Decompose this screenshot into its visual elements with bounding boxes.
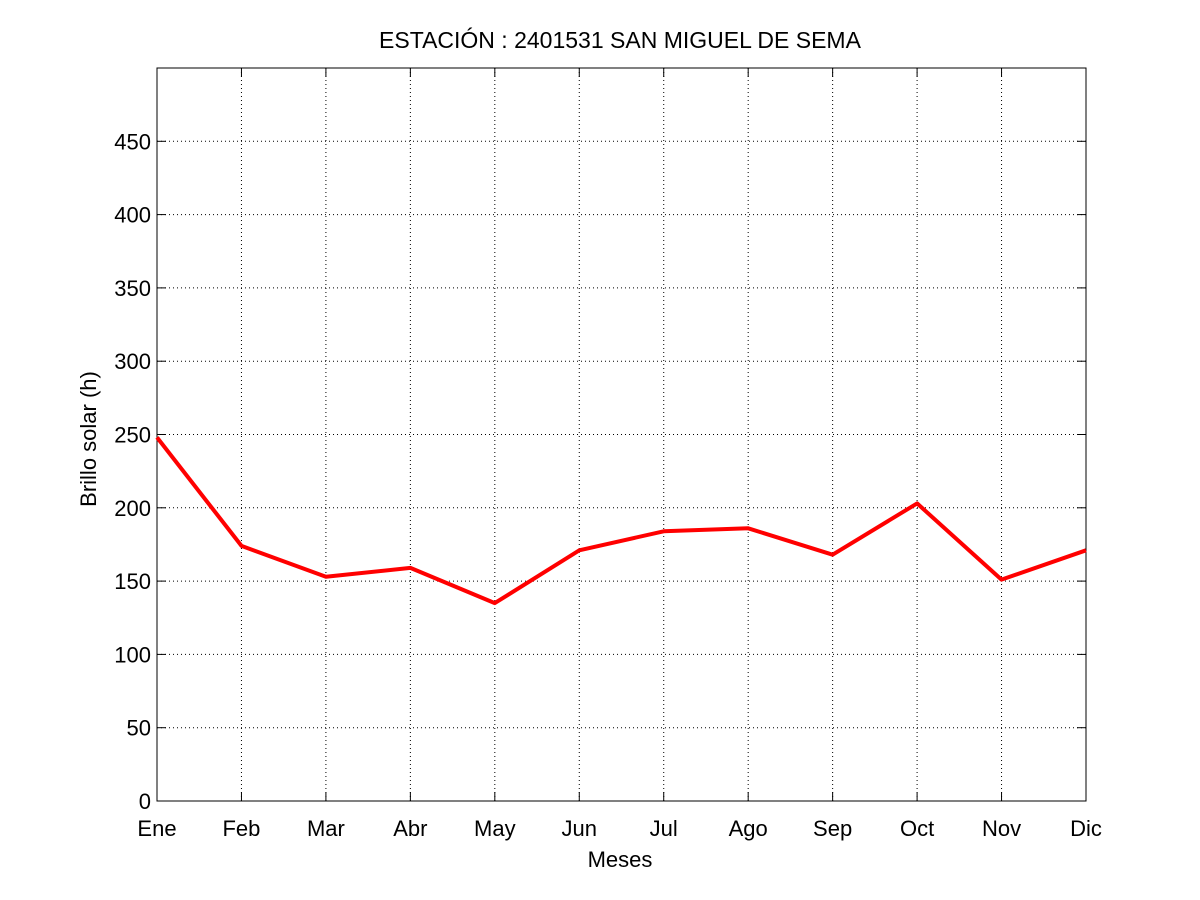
y-tick-labels: 0 50 100 150 200 250 300 350 400 450 (114, 129, 151, 814)
x-tick-labels: Ene Feb Mar Abr May Jun Jul Ago Sep Oct Nov Dic (137, 816, 1101, 841)
y-tick-label: 400 (114, 203, 151, 228)
axis-ticks (156, 68, 1087, 802)
x-tick-label: Jun (562, 816, 597, 841)
x-tick-label: Jul (650, 816, 678, 841)
x-tick-label: Ago (729, 816, 768, 841)
y-tick-label: 150 (114, 569, 151, 594)
y-tick-label: 250 (114, 423, 151, 448)
series-line (155, 436, 1087, 606)
y-axis-title: Brillo solar (h) (76, 371, 101, 507)
chart-title: ESTACIÓN : 2401531 SAN MIGUEL DE SEMA (379, 27, 862, 53)
y-tick-label: 200 (114, 496, 151, 521)
x-tick-label: May (474, 816, 516, 841)
x-tick-label: Nov (982, 816, 1021, 841)
y-tick-label: 350 (114, 276, 151, 301)
x-axis-title: Meses (588, 847, 653, 872)
series (155, 436, 1087, 606)
y-tick-label: 100 (114, 642, 151, 667)
x-tick-label: Abr (393, 816, 427, 841)
grid (157, 68, 1086, 801)
x-tick-label: Mar (307, 816, 345, 841)
x-tick-label: Feb (222, 816, 260, 841)
x-tick-label: Dic (1070, 816, 1102, 841)
x-tick-label: Sep (813, 816, 852, 841)
x-tick-label: Ene (137, 816, 176, 841)
y-tick-label: 450 (114, 129, 151, 154)
x-tick-label: Oct (900, 816, 934, 841)
y-tick-label: 50 (127, 716, 151, 741)
plot-frame (156, 67, 1087, 802)
y-tick-label: 0 (139, 789, 151, 814)
y-tick-label: 300 (114, 349, 151, 374)
